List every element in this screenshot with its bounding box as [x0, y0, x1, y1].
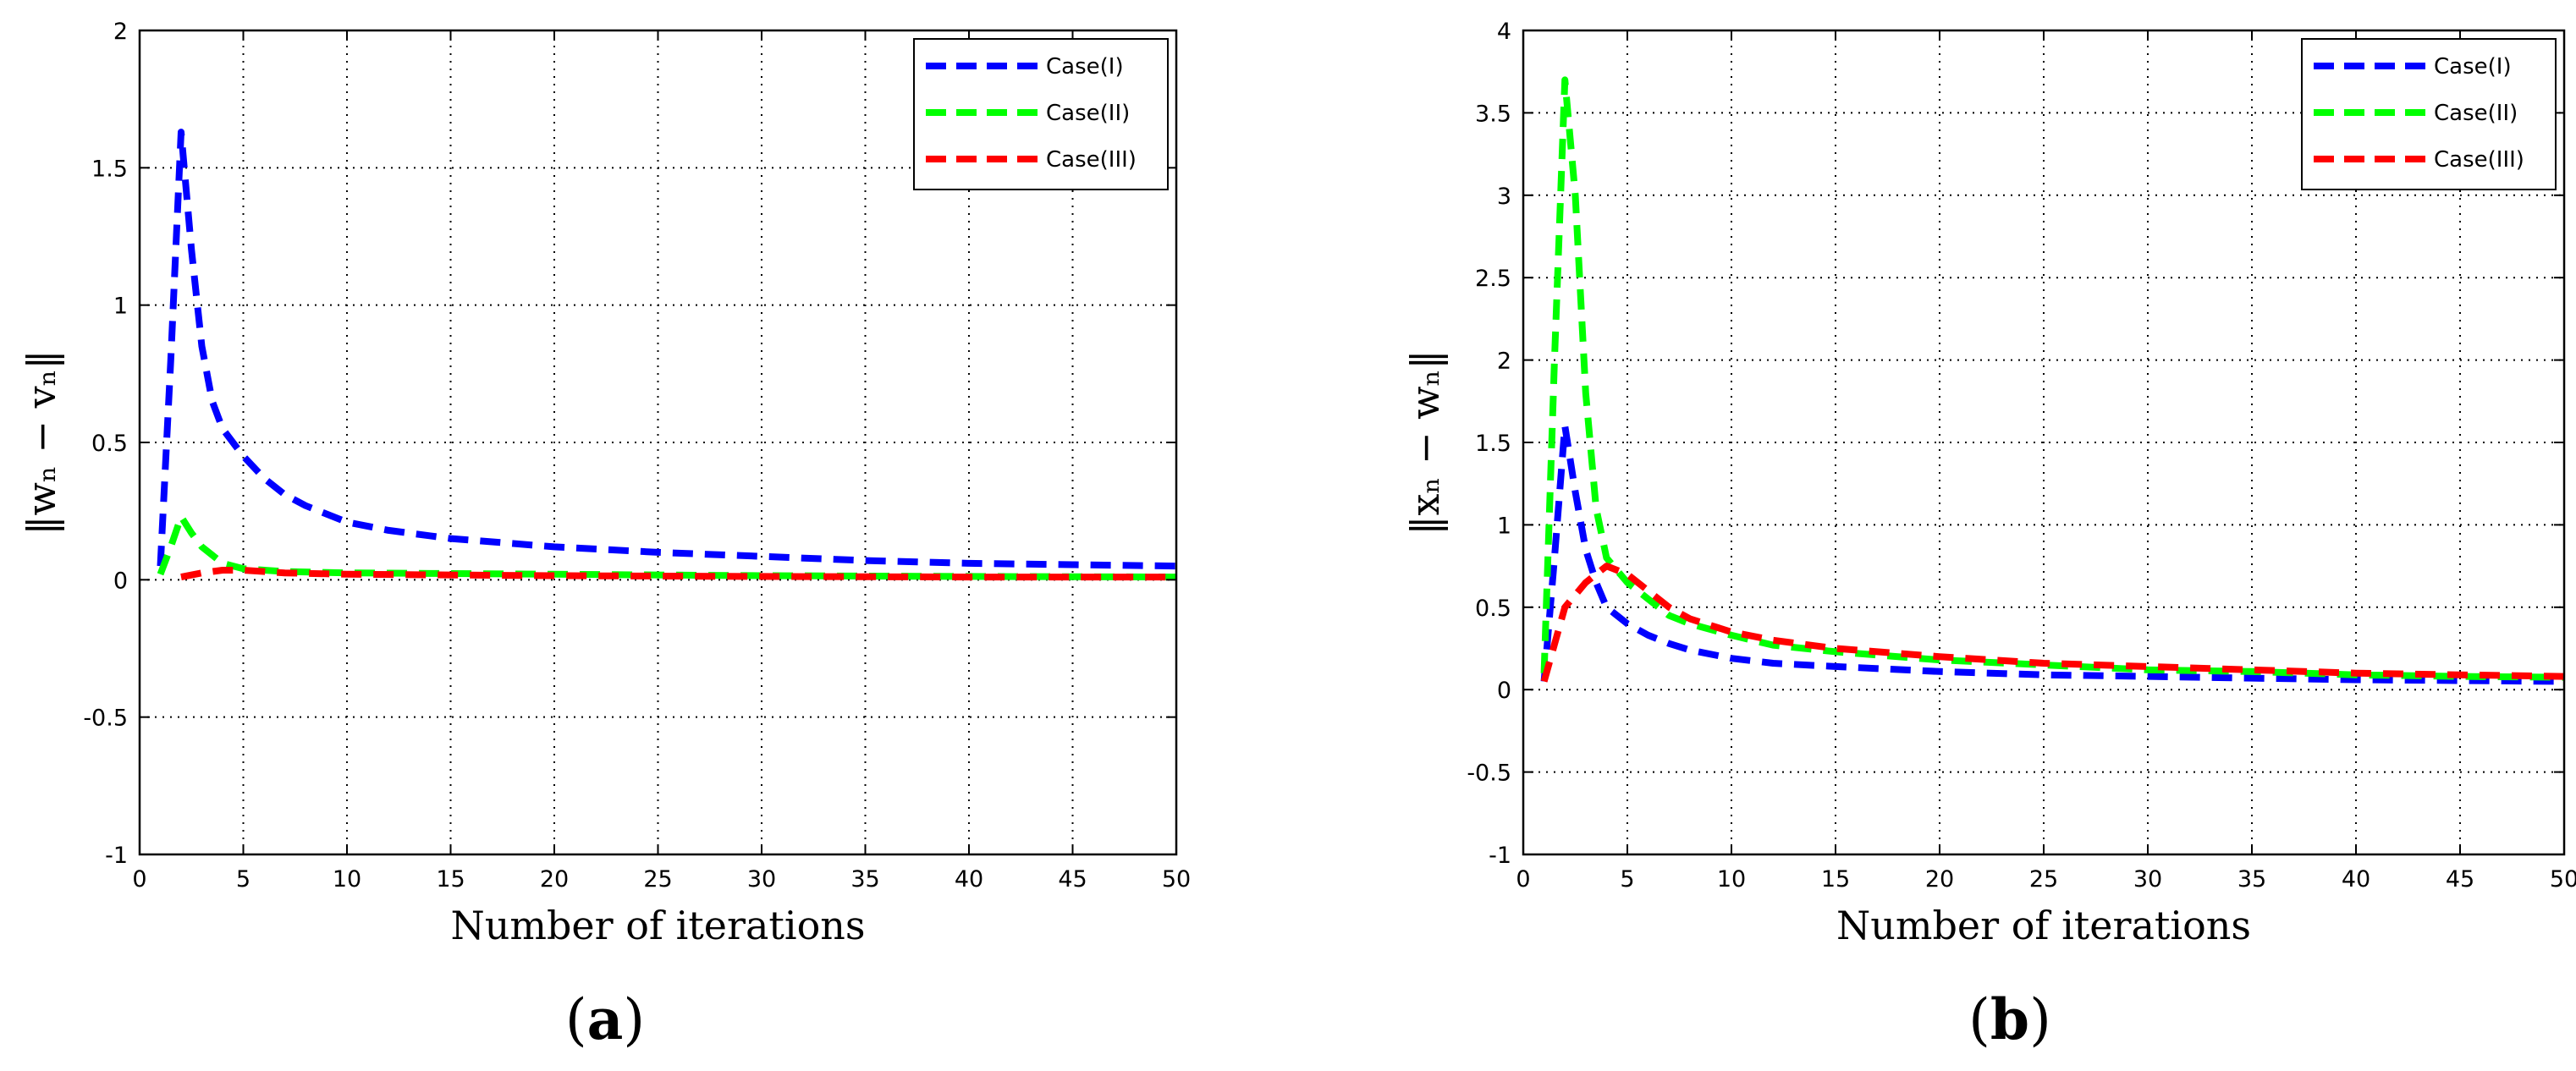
x-tick-label: 5: [1620, 866, 1634, 892]
y-axis-label: ‖wₙ − vₙ‖: [19, 350, 64, 536]
series-line-3: [180, 567, 1176, 581]
legend-label-3: Case(III): [1046, 147, 1137, 173]
x-tick-label: 35: [850, 866, 879, 892]
x-tick-label: 35: [2237, 866, 2266, 892]
panel-label: (b): [1968, 986, 2051, 1052]
x-tick-label: 0: [132, 866, 146, 892]
series-line-2: [157, 513, 1177, 581]
y-tick-label: 2: [1497, 349, 1511, 375]
panel-label-open-paren: (: [565, 987, 587, 1052]
series-line-2: [1540, 76, 2565, 681]
legend-label-3: Case(III): [2434, 147, 2524, 173]
y-tick-label: 3.5: [1475, 101, 1511, 127]
chart-panel-a: 0 5 10 15 20 25 30 35 40 45 50 -1 -0.5 0 0.5 1 1.5 2 Numbe…: [19, 19, 1191, 1052]
panel-label-close-paren: ): [623, 987, 645, 1052]
x-tick-label: 25: [2029, 866, 2058, 892]
y-tick-label: -0.5: [83, 706, 128, 732]
y-tick-label: 2.5: [1475, 266, 1511, 292]
legend-label-2: Case(II): [1046, 101, 1130, 126]
y-tick-label: 1: [1497, 513, 1511, 539]
x-tick-label: 0: [1516, 866, 1530, 892]
x-tick-label: 15: [1821, 866, 1850, 892]
y-tick-label: -0.5: [1467, 761, 1511, 787]
y-tick-label: 0.5: [1475, 596, 1511, 622]
y-tick-label: 0.5: [91, 431, 128, 457]
x-tick-label: 5: [236, 866, 250, 892]
y-tick-label: 4: [1497, 19, 1511, 45]
x-tick-label: 45: [1058, 866, 1087, 892]
x-tick-label: 20: [540, 866, 569, 892]
legend-label-1: Case(I): [1046, 54, 1124, 80]
panel-label-open-paren: (: [1968, 987, 1990, 1052]
y-tick-label: 0: [1497, 678, 1511, 704]
y-tick-label: 1.5: [1475, 431, 1511, 457]
legend-label-1: Case(I): [2434, 54, 2512, 80]
x-tick-label: 45: [2446, 866, 2474, 892]
x-tick-label: 10: [333, 866, 361, 892]
legend: Case(I) Case(II) Case(III): [2301, 38, 2557, 190]
series-line-1: [157, 129, 1177, 570]
y-tick-label: 0: [113, 568, 128, 594]
chart-panel-b: 0 5 10 15 20 25 30 35 40 45 50 -1 -0.5 0 0.5 1 1.5 2 2.5 3 3…: [1402, 19, 2576, 1052]
legend: Case(I) Case(II) Case(III): [913, 38, 1169, 190]
panel-label-close-paren: ): [2029, 987, 2051, 1052]
y-tick-label: 3: [1497, 184, 1511, 210]
y-tick-label: 2: [113, 19, 128, 45]
x-tick-label: 40: [2342, 866, 2370, 892]
x-tick-label: 30: [2133, 866, 2162, 892]
panel-label-letter: b: [1990, 986, 2029, 1052]
x-axis-label: Number of iterations: [1836, 903, 2251, 948]
y-tick-label: -1: [105, 843, 128, 869]
x-tick-label: 50: [1162, 866, 1191, 892]
series-line-3: [1540, 563, 2565, 683]
series-line-1: [1540, 422, 2565, 685]
x-tick-label: 50: [2550, 866, 2576, 892]
y-tick-label: 1: [113, 294, 128, 320]
x-tick-label: 20: [1925, 866, 1954, 892]
y-tick-label: 1.5: [91, 156, 128, 182]
x-tick-label: 15: [436, 866, 465, 892]
y-axis-label: ‖xₙ − wₙ‖: [1402, 350, 1448, 536]
panel-label: (a): [565, 986, 645, 1052]
x-tick-label: 30: [747, 866, 776, 892]
x-tick-label: 25: [643, 866, 672, 892]
y-tick-label: -1: [1489, 843, 1511, 869]
x-tick-label: 10: [1717, 866, 1746, 892]
x-axis-label: Number of iterations: [450, 903, 865, 948]
x-tick-label: 40: [955, 866, 983, 892]
legend-label-2: Case(II): [2434, 101, 2518, 126]
panel-label-letter: a: [587, 986, 624, 1052]
